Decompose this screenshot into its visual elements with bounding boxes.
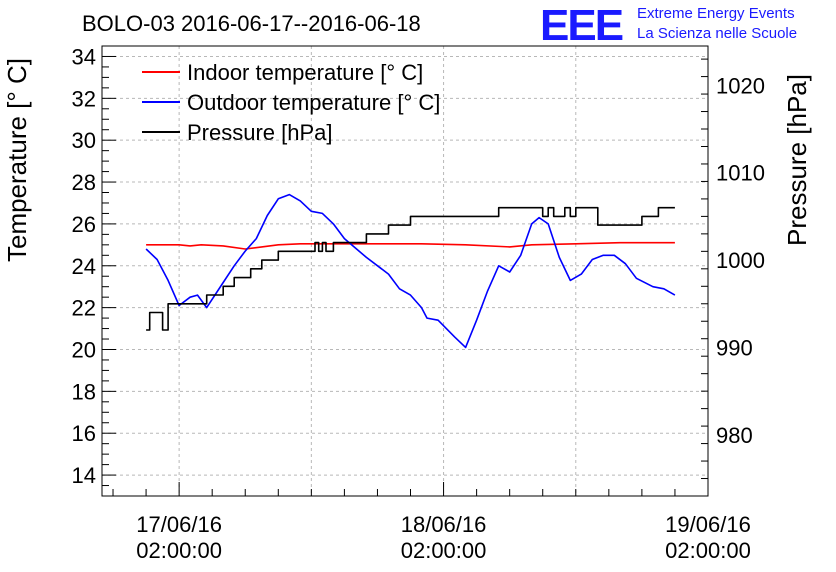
axis-tick-labels: 14 16 18 20 22 24 26 28 30 32 34 980 990 1000 1010 1020… — [72, 44, 765, 563]
legend: Indoor temperature [° C] Outdoor temperat… — [142, 60, 440, 145]
x-tick-label-date: 19/06/16 — [665, 512, 751, 537]
y-left-tick-label: 20 — [72, 337, 96, 362]
y-axis-left-title: Temperature [° C] — [2, 58, 32, 262]
legend-label: Pressure [hPa] — [187, 120, 333, 145]
y-left-tick-label: 16 — [72, 421, 96, 446]
x-tick-label-time: 02:00:00 — [136, 538, 222, 563]
y-right-tick-label: 990 — [716, 335, 753, 360]
y-left-tick-label: 18 — [72, 379, 96, 404]
indoor-temperature-line — [146, 241, 675, 250]
y-right-tick-label: 1020 — [716, 73, 765, 98]
brand-logo: EEE — [540, 1, 623, 50]
x-tick-label-time: 02:00:00 — [665, 538, 751, 563]
chart-title: BOLO-03 2016-06-17--2016-06-18 — [82, 11, 421, 36]
y-axis-right-title: Pressure [hPa] — [782, 74, 812, 246]
y-right-tick-label: 980 — [716, 423, 753, 448]
y-left-tick-label: 22 — [72, 296, 96, 321]
x-tick-label-time: 02:00:00 — [401, 538, 487, 563]
brand-line-1: Extreme Energy Events — [637, 5, 795, 22]
y-right-tick-label: 1010 — [716, 161, 765, 186]
y-left-tick-label: 34 — [72, 44, 96, 69]
series-layer — [145, 193, 676, 349]
plot-frame — [101, 45, 709, 497]
outdoor-temperature-line — [145, 193, 676, 349]
brand: EEE Extreme Energy Events La Scienza nel… — [540, 1, 797, 50]
x-tick-label-date: 18/06/16 — [401, 512, 487, 537]
y-left-tick-label: 24 — [72, 254, 96, 279]
legend-label: Outdoor temperature [° C] — [187, 90, 440, 115]
x-tick-label-date: 17/06/16 — [136, 512, 222, 537]
y-left-tick-label: 14 — [72, 463, 96, 488]
y-left-tick-label: 30 — [72, 128, 96, 153]
pressure-line — [146, 206, 675, 331]
y-left-tick-label: 26 — [72, 212, 96, 237]
axes-ticks — [102, 45, 709, 497]
legend-label: Indoor temperature [° C] — [187, 60, 423, 85]
grid — [102, 46, 709, 496]
y-right-tick-label: 1000 — [716, 248, 765, 273]
brand-line-2: La Scienza nelle Scuole — [637, 25, 797, 42]
y-left-tick-label: 32 — [72, 86, 96, 111]
y-left-tick-label: 28 — [72, 170, 96, 195]
